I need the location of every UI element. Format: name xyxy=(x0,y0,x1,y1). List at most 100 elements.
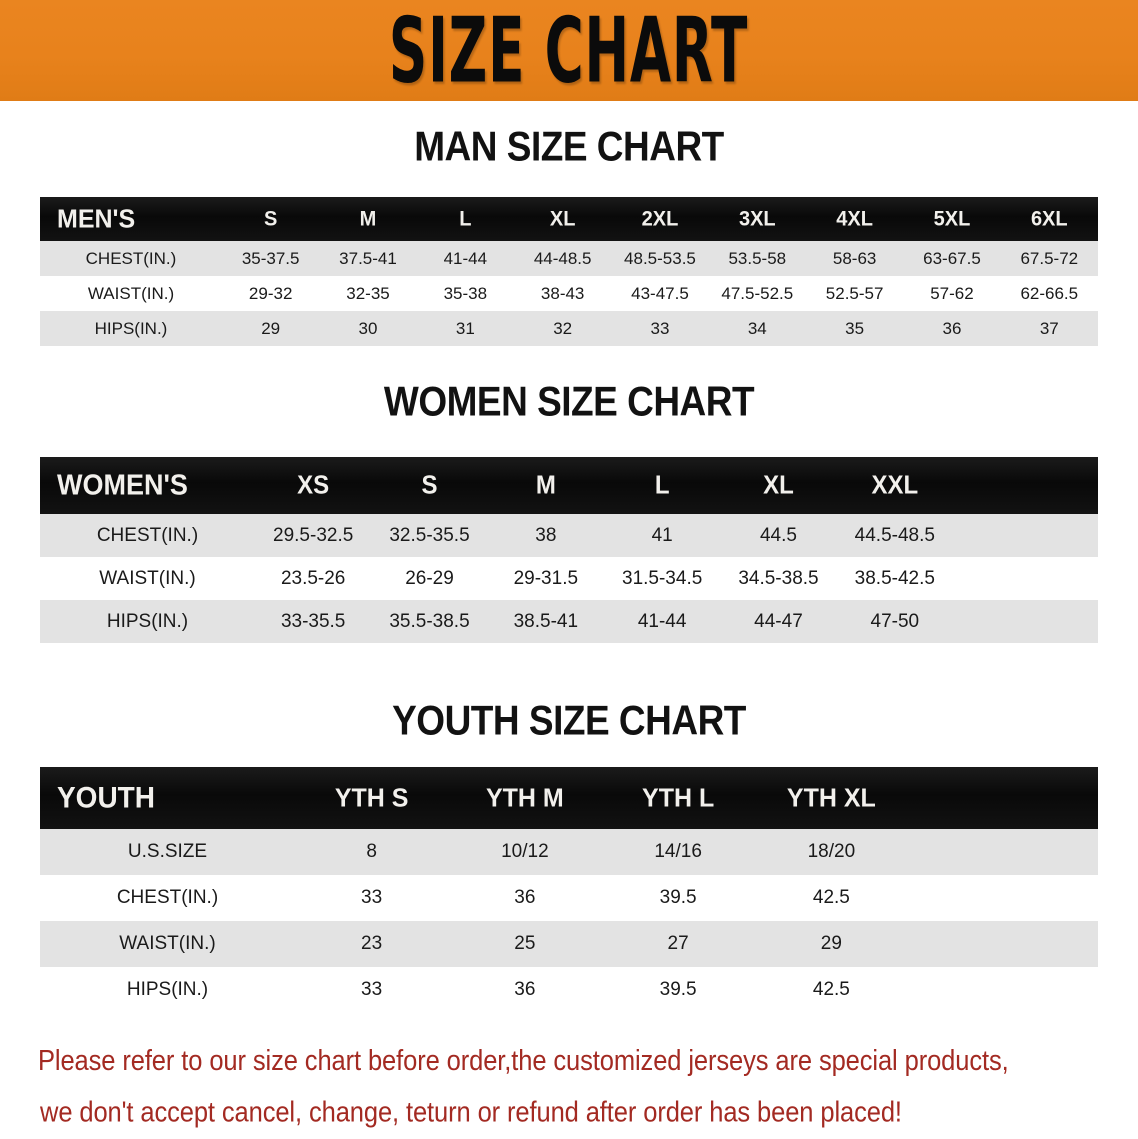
cell-value: 27 xyxy=(667,933,689,954)
cell-value: 43-47.5 xyxy=(631,283,689,303)
youth-col-header: YTH L xyxy=(642,782,715,813)
cell-value: 30 xyxy=(358,318,378,338)
cell-value: 44-48.5 xyxy=(533,248,592,268)
men-corner-label: MEN'S xyxy=(57,203,136,234)
cell-value: 36 xyxy=(514,887,536,908)
women-col-header: S xyxy=(421,470,438,500)
youth-col-header: YTH M xyxy=(485,782,564,813)
men-col-header: L xyxy=(459,206,472,231)
youth-size-table: YOUTH YTH S YTH M YTH L YTH XL U.S.SIZE … xyxy=(40,767,1098,1013)
row-label: WAIST(IN.) xyxy=(99,567,196,589)
row-label: HIPS(IN.) xyxy=(94,318,168,338)
cell-value: 34.5-38.5 xyxy=(738,567,819,589)
cell-value: 47.5-52.5 xyxy=(721,283,794,303)
cell-value: 29 xyxy=(261,318,281,338)
cell-value: 29 xyxy=(820,933,842,954)
women-size-table: WOMEN'S XS S M L XL XXL CHEST(IN.) 29.5-… xyxy=(40,457,1098,643)
cell-value: 32-35 xyxy=(346,283,390,303)
men-col-header: 6XL xyxy=(1030,206,1068,231)
cell-value: 62-66.5 xyxy=(1020,283,1079,303)
cell-value: 35-37.5 xyxy=(241,248,300,268)
table-header-row: MEN'S S M L XL 2XL 3XL 4XL 5XL 6XL xyxy=(40,197,1098,241)
cell-value: 63-67.5 xyxy=(923,248,981,268)
men-size-table: MEN'S S M L XL 2XL 3XL 4XL 5XL 6XL CHEST… xyxy=(40,197,1098,346)
cell-value: 29.5-32.5 xyxy=(273,524,354,546)
cell-value: 31.5-34.5 xyxy=(622,567,703,589)
cell-value: 26-29 xyxy=(405,567,454,589)
cell-value: 37 xyxy=(1039,318,1059,338)
table-row: HIPS(IN.) 29 30 31 32 33 34 35 36 37 xyxy=(40,311,1098,346)
men-col-header: 4XL xyxy=(836,206,873,231)
cell-value: 29-31.5 xyxy=(513,567,579,589)
men-col-header: M xyxy=(359,206,377,231)
table-row: HIPS(IN.) 33-35.5 35.5-38.5 38.5-41 41-4… xyxy=(40,600,1098,643)
youth-corner-label: YOUTH xyxy=(57,781,155,814)
table-row: CHEST(IN.) 33 36 39.5 42.5 xyxy=(40,875,1098,921)
cell-value: 44-47 xyxy=(754,610,803,632)
cell-value: 23.5-26 xyxy=(280,567,346,589)
cell-value: 44.5 xyxy=(759,524,797,546)
men-col-header: 3XL xyxy=(738,206,776,231)
cell-value: 53.5-58 xyxy=(728,248,787,268)
table-row: WAIST(IN.) 23.5-26 26-29 29-31.5 31.5-34… xyxy=(40,557,1098,600)
cell-value: 35.5-38.5 xyxy=(389,610,470,632)
youth-col-header: YTH XL xyxy=(786,782,876,813)
women-col-header: XS xyxy=(297,470,330,500)
men-col-header: 5XL xyxy=(933,206,971,231)
row-label: HIPS(IN.) xyxy=(106,610,189,632)
cell-value: 52.5-57 xyxy=(825,283,884,303)
cell-value: 35-38 xyxy=(443,283,488,303)
cell-value: 36 xyxy=(514,979,536,1000)
cell-value: 37.5-41 xyxy=(339,248,397,268)
cell-value: 14/16 xyxy=(654,841,702,862)
cell-value: 41 xyxy=(651,524,673,546)
row-label: CHEST(IN.) xyxy=(116,887,219,908)
women-col-header: M xyxy=(535,470,556,500)
cell-value: 23 xyxy=(361,933,383,954)
cell-value: 41-44 xyxy=(443,248,488,268)
row-label: CHEST(IN.) xyxy=(96,524,199,546)
cell-value: 35 xyxy=(845,318,865,338)
youth-col-header: YTH S xyxy=(334,782,409,813)
cell-value: 38.5-42.5 xyxy=(854,567,935,589)
women-corner-label: WOMEN'S xyxy=(57,469,188,501)
cell-value: 33 xyxy=(650,318,670,338)
cell-value: 25 xyxy=(514,933,536,954)
men-col-header: 2XL xyxy=(641,206,679,231)
men-col-header: S xyxy=(263,206,278,231)
page-banner: SIZE CHART xyxy=(0,0,1138,101)
women-col-header: XL xyxy=(763,470,794,500)
cell-value: 10/12 xyxy=(501,841,549,862)
row-label: WAIST(IN.) xyxy=(87,283,175,303)
men-col-header: XL xyxy=(549,206,576,231)
disclaimer-line-1: Please refer to our size chart before or… xyxy=(38,1045,1009,1078)
section-title-man: MAN SIZE CHART xyxy=(414,123,724,170)
cell-value: 33 xyxy=(361,979,383,1000)
cell-value: 44.5-48.5 xyxy=(854,524,935,546)
cell-value: 58-63 xyxy=(832,248,877,268)
cell-value: 33 xyxy=(361,887,383,908)
table-row: CHEST(IN.) 29.5-32.5 32.5-35.5 38 41 44.… xyxy=(40,514,1098,557)
table-header-row: YOUTH YTH S YTH M YTH L YTH XL xyxy=(40,767,1098,829)
section-title-women: WOMEN SIZE CHART xyxy=(383,378,755,425)
cell-value: 31 xyxy=(455,318,475,338)
cell-value: 42.5 xyxy=(812,887,850,908)
cell-value: 33-35.5 xyxy=(280,610,346,632)
cell-value: 47-50 xyxy=(870,610,920,632)
cell-value: 34 xyxy=(747,318,767,338)
cell-value: 36 xyxy=(942,318,962,338)
cell-value: 48.5-53.5 xyxy=(624,248,696,268)
cell-value: 39.5 xyxy=(659,979,697,1000)
women-col-header: L xyxy=(654,470,670,500)
table-row: HIPS(IN.) 33 36 39.5 42.5 xyxy=(40,967,1098,1013)
table-row: U.S.SIZE 8 10/12 14/16 18/20 xyxy=(40,829,1098,875)
cell-value: 39.5 xyxy=(659,887,697,908)
cell-value: 41-44 xyxy=(637,610,687,632)
cell-value: 42.5 xyxy=(812,979,850,1000)
cell-value: 29-32 xyxy=(248,283,293,303)
disclaimer-line-2: we don't accept cancel, change, teturn o… xyxy=(40,1096,902,1129)
cell-value: 38 xyxy=(535,524,557,546)
cell-value: 38.5-41 xyxy=(513,610,579,632)
table-row: WAIST(IN.) 29-32 32-35 35-38 38-43 43-47… xyxy=(40,276,1098,311)
